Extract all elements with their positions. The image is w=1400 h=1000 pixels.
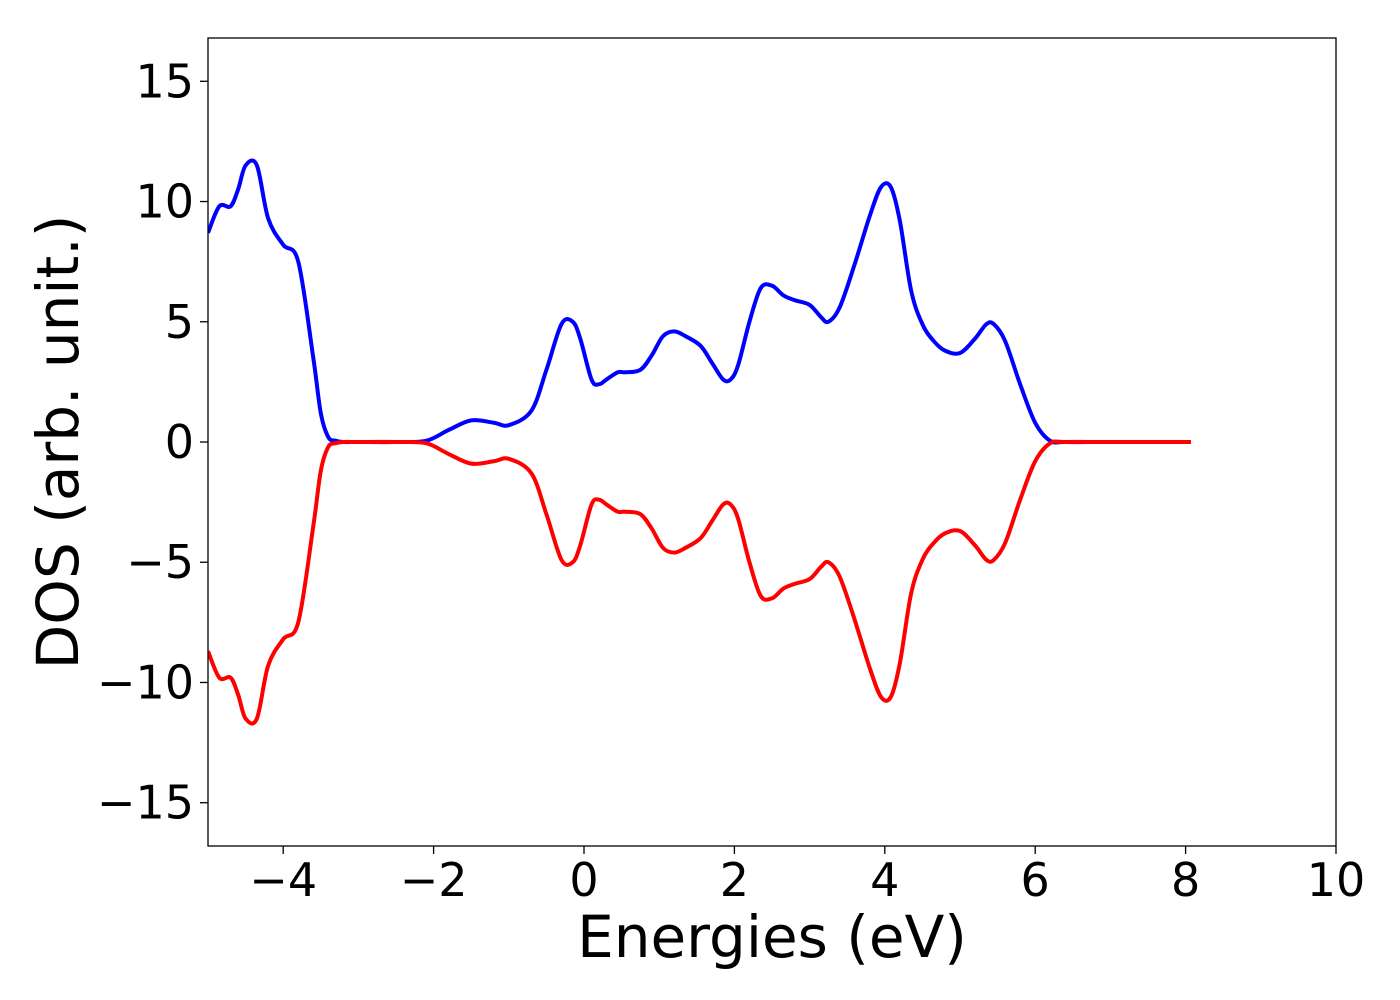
x-tick-label: 10 <box>1307 853 1366 907</box>
y-tick-label: 15 <box>135 54 194 108</box>
x-tick-label: −2 <box>400 853 468 907</box>
y-tick-label: 10 <box>135 175 194 229</box>
y-tick-label: −15 <box>97 776 194 830</box>
x-tick-label: −4 <box>249 853 317 907</box>
series-layer <box>208 158 1191 726</box>
x-tick-label: 2 <box>720 853 749 907</box>
x-axis-label: Energies (eV) <box>577 903 967 971</box>
x-tick-label: 8 <box>1171 853 1200 907</box>
y-axis-label: DOS (arb. unit.) <box>24 215 92 670</box>
x-tick-label: 6 <box>1021 853 1050 907</box>
x-tick-label: 4 <box>870 853 899 907</box>
ticks-layer: −4 −2 0 2 4 6 8 10 15 10 5 0 −5 −10 −15 <box>97 54 1365 907</box>
y-tick-label: −5 <box>126 535 194 589</box>
y-tick-label: 5 <box>165 295 194 349</box>
y-tick-label: 0 <box>165 415 194 469</box>
series-line-1 <box>208 439 1191 726</box>
series-line-0 <box>208 158 1191 445</box>
y-tick-label: −10 <box>97 655 194 709</box>
x-tick-label: 0 <box>569 853 598 907</box>
